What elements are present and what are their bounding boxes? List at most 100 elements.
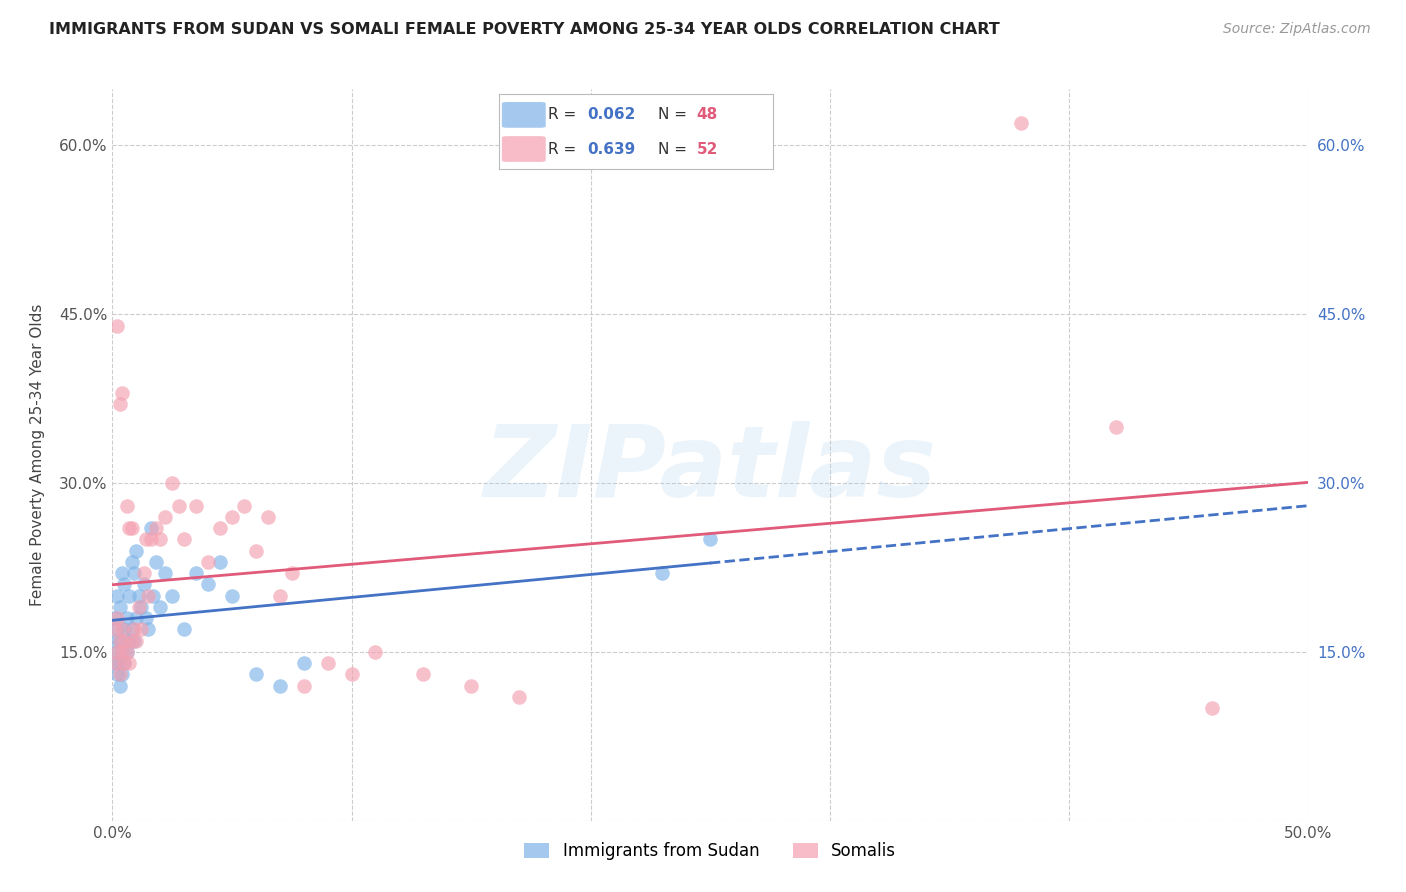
- Point: [114, 656, 135, 670]
- Point: [221, 509, 243, 524]
- Point: [121, 633, 143, 648]
- Point: [105, 589, 128, 603]
- Point: [169, 499, 191, 513]
- Point: [111, 623, 134, 637]
- Point: [108, 633, 131, 648]
- Point: [115, 645, 138, 659]
- Point: [105, 667, 128, 681]
- Point: [111, 667, 134, 681]
- Point: [105, 623, 128, 637]
- Point: [132, 577, 155, 591]
- Point: [104, 633, 127, 648]
- Point: [129, 623, 152, 637]
- Point: [128, 589, 150, 603]
- Point: [125, 633, 148, 648]
- Text: N =: N =: [658, 107, 692, 122]
- Point: [412, 667, 434, 681]
- Point: [139, 521, 162, 535]
- Point: [245, 543, 267, 558]
- Point: [340, 667, 363, 681]
- Point: [105, 318, 128, 333]
- Point: [186, 566, 208, 580]
- Point: [364, 645, 387, 659]
- Text: 0.639: 0.639: [586, 142, 636, 156]
- Point: [162, 476, 183, 491]
- Point: [111, 386, 134, 401]
- Point: [1105, 419, 1128, 434]
- Point: [138, 623, 160, 637]
- Point: [145, 521, 167, 535]
- Point: [108, 633, 131, 648]
- Point: [108, 656, 131, 670]
- Point: [108, 599, 131, 614]
- Point: [269, 679, 291, 693]
- Point: [173, 533, 195, 547]
- Point: [118, 633, 141, 648]
- Point: [122, 566, 145, 580]
- Point: [121, 623, 143, 637]
- Point: [281, 566, 304, 580]
- Point: [108, 667, 131, 681]
- Point: [104, 623, 127, 637]
- Text: R =: R =: [548, 107, 582, 122]
- Point: [104, 656, 127, 670]
- Point: [269, 589, 291, 603]
- Point: [149, 533, 172, 547]
- Point: [197, 577, 219, 591]
- Point: [162, 589, 183, 603]
- Text: N =: N =: [658, 142, 692, 156]
- Point: [111, 566, 134, 580]
- Point: [149, 599, 172, 614]
- Point: [122, 623, 145, 637]
- Text: R =: R =: [548, 142, 582, 156]
- Point: [1201, 701, 1223, 715]
- Point: [105, 611, 128, 625]
- Point: [128, 599, 150, 614]
- Point: [121, 555, 143, 569]
- Point: [104, 611, 127, 625]
- Point: [316, 656, 339, 670]
- Point: [122, 633, 145, 648]
- Point: [118, 656, 141, 670]
- Point: [108, 679, 131, 693]
- Point: [245, 667, 267, 681]
- Point: [699, 533, 721, 547]
- Point: [114, 623, 135, 637]
- Text: 0.062: 0.062: [586, 107, 636, 122]
- Point: [114, 633, 135, 648]
- Point: [460, 679, 482, 693]
- FancyBboxPatch shape: [502, 136, 546, 161]
- Point: [153, 566, 176, 580]
- Point: [292, 656, 315, 670]
- Point: [197, 555, 219, 569]
- Point: [145, 555, 167, 569]
- Point: [125, 611, 148, 625]
- Text: ZIPatlas: ZIPatlas: [484, 421, 936, 518]
- Point: [111, 645, 134, 659]
- Point: [129, 599, 152, 614]
- Point: [139, 533, 162, 547]
- Point: [114, 577, 135, 591]
- Legend: Immigrants from Sudan, Somalis: Immigrants from Sudan, Somalis: [517, 836, 903, 867]
- Point: [142, 589, 165, 603]
- Point: [118, 521, 141, 535]
- Point: [115, 611, 138, 625]
- Y-axis label: Female Poverty Among 25-34 Year Olds: Female Poverty Among 25-34 Year Olds: [31, 304, 45, 606]
- Point: [105, 645, 128, 659]
- Point: [114, 656, 135, 670]
- Text: IMMIGRANTS FROM SUDAN VS SOMALI FEMALE POVERTY AMONG 25-34 YEAR OLDS CORRELATION: IMMIGRANTS FROM SUDAN VS SOMALI FEMALE P…: [49, 22, 1000, 37]
- Point: [105, 645, 128, 659]
- Point: [233, 499, 256, 513]
- Point: [292, 679, 315, 693]
- Point: [186, 499, 208, 513]
- Point: [257, 509, 280, 524]
- Point: [108, 397, 131, 411]
- Text: 52: 52: [696, 142, 718, 156]
- Point: [1010, 116, 1032, 130]
- Point: [173, 623, 195, 637]
- Point: [121, 521, 143, 535]
- Point: [221, 589, 243, 603]
- Point: [118, 589, 141, 603]
- Point: [209, 555, 232, 569]
- Text: 48: 48: [696, 107, 718, 122]
